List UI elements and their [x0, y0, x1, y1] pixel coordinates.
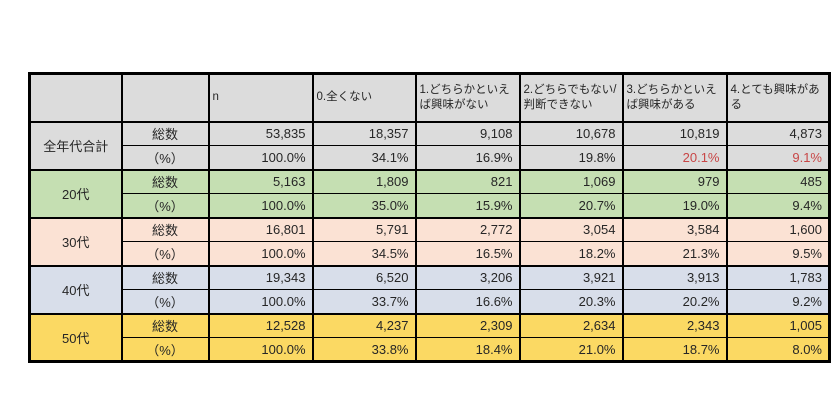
- data-cell[interactable]: 34.5%: [311, 241, 417, 267]
- data-cell[interactable]: 100.0%: [207, 193, 314, 219]
- data-cell[interactable]: 3,584: [621, 216, 728, 242]
- data-cell[interactable]: 21.3%: [621, 241, 728, 267]
- data-cell[interactable]: 15.9%: [414, 193, 521, 219]
- table-row: （%） 100.0% 33.7% 16.6% 20.3% 20.2% 9.2%: [30, 289, 831, 315]
- data-cell[interactable]: 18.2%: [518, 241, 624, 267]
- data-cell[interactable]: 18.7%: [621, 337, 728, 363]
- data-cell[interactable]: 4,873: [725, 120, 831, 146]
- data-cell[interactable]: 2,309: [414, 312, 521, 338]
- row-metric-label[interactable]: 総数: [120, 216, 210, 242]
- data-cell[interactable]: 20.1%: [621, 145, 728, 171]
- data-cell[interactable]: 1,005: [725, 312, 831, 338]
- data-cell[interactable]: 34.1%: [311, 145, 417, 171]
- data-cell[interactable]: 16.9%: [414, 145, 521, 171]
- data-cell[interactable]: 100.0%: [207, 241, 314, 267]
- data-cell[interactable]: 16.6%: [414, 289, 521, 315]
- data-cell[interactable]: 20.7%: [518, 193, 624, 219]
- row-metric-label[interactable]: （%）: [120, 145, 210, 171]
- data-cell[interactable]: 20.2%: [621, 289, 728, 315]
- row-metric-label[interactable]: （%）: [120, 289, 210, 315]
- table-row: （%） 100.0% 34.1% 16.9% 19.8% 20.1% 9.1%: [30, 145, 831, 171]
- data-cell[interactable]: 100.0%: [207, 337, 314, 363]
- data-cell[interactable]: 4,237: [311, 312, 417, 338]
- table-row: 全年代合計 総数 53,835 18,357 9,108 10,678 10,819 4,87…: [28, 120, 831, 170]
- table-row: （%） 100.0% 33.8% 18.4% 21.0% 18.7% 8.0%: [30, 337, 831, 363]
- data-cell[interactable]: 5,163: [207, 168, 314, 194]
- row-metric-label[interactable]: （%）: [120, 337, 210, 363]
- data-cell[interactable]: 3,054: [518, 216, 624, 242]
- data-cell[interactable]: 21.0%: [518, 337, 624, 363]
- table-header: n 0.全くない 1.どちらかといえば興味がない 2.どちらでもない/判断できな…: [28, 73, 831, 123]
- data-cell[interactable]: 35.0%: [311, 193, 417, 219]
- data-cell[interactable]: 1,069: [518, 168, 624, 194]
- data-cell[interactable]: 12,528: [207, 312, 314, 338]
- data-cell[interactable]: 5,791: [311, 216, 417, 242]
- survey-table-container: n 0.全くない 1.どちらかといえば興味がない 2.どちらでもない/判断できな…: [28, 72, 831, 363]
- header-option-3[interactable]: 3.どちらかといえば興味がある: [621, 73, 728, 123]
- header-blank-2[interactable]: [120, 73, 210, 123]
- header-option-4[interactable]: 4.とても興味がある: [725, 73, 831, 123]
- age-group-label[interactable]: 全年代合計: [28, 120, 123, 170]
- data-cell[interactable]: 3,921: [518, 264, 624, 290]
- header-option-0[interactable]: 0.全くない: [311, 73, 417, 123]
- data-cell[interactable]: 20.3%: [518, 289, 624, 315]
- table-body: 全年代合計 総数 53,835 18,357 9,108 10,678 10,819 4,87…: [28, 120, 831, 363]
- row-metric-label[interactable]: （%）: [120, 193, 210, 219]
- data-cell[interactable]: 53,835: [207, 120, 314, 146]
- row-metric-label[interactable]: 総数: [120, 168, 210, 194]
- header-option-1[interactable]: 1.どちらかといえば興味がない: [414, 73, 521, 123]
- data-cell[interactable]: 1,600: [725, 216, 831, 242]
- table-row: 40代 総数 19,343 6,520 3,206 3,921 3,913 1,783: [28, 264, 831, 314]
- data-cell[interactable]: 1,809: [311, 168, 417, 194]
- data-cell[interactable]: 485: [725, 168, 831, 194]
- data-cell[interactable]: 33.8%: [311, 337, 417, 363]
- data-cell[interactable]: 10,678: [518, 120, 624, 146]
- data-cell[interactable]: 18.4%: [414, 337, 521, 363]
- age-group-label[interactable]: 40代: [28, 264, 123, 314]
- data-cell[interactable]: 100.0%: [207, 145, 314, 171]
- data-cell[interactable]: 979: [621, 168, 728, 194]
- data-cell[interactable]: 9.4%: [725, 193, 831, 219]
- data-cell[interactable]: 9.2%: [725, 289, 831, 315]
- data-cell[interactable]: 2,343: [621, 312, 728, 338]
- data-cell[interactable]: 16.5%: [414, 241, 521, 267]
- age-group-label[interactable]: 20代: [28, 168, 123, 218]
- data-cell[interactable]: 18,357: [311, 120, 417, 146]
- data-cell[interactable]: 8.0%: [725, 337, 831, 363]
- data-cell[interactable]: 16,801: [207, 216, 314, 242]
- table-row: （%） 100.0% 35.0% 15.9% 20.7% 19.0% 9.4%: [30, 193, 831, 219]
- header-blank-1[interactable]: [28, 73, 123, 123]
- header-option-2[interactable]: 2.どちらでもない/判断できない: [518, 73, 624, 123]
- table-row: 30代 総数 16,801 5,791 2,772 3,054 3,584 1,600: [28, 216, 831, 266]
- age-group-label[interactable]: 30代: [28, 216, 123, 266]
- table-row: 20代 総数 5,163 1,809 821 1,069 979 485: [28, 168, 831, 218]
- data-cell[interactable]: 33.7%: [311, 289, 417, 315]
- row-metric-label[interactable]: （%）: [120, 241, 210, 267]
- data-cell[interactable]: 19.8%: [518, 145, 624, 171]
- data-cell[interactable]: 19,343: [207, 264, 314, 290]
- data-cell[interactable]: 6,520: [311, 264, 417, 290]
- data-cell[interactable]: 821: [414, 168, 521, 194]
- table-row: 50代 総数 12,528 4,237 2,309 2,634 2,343 1,005: [28, 312, 831, 362]
- data-cell[interactable]: 9.5%: [725, 241, 831, 267]
- row-metric-label[interactable]: 総数: [120, 120, 210, 146]
- row-metric-label[interactable]: 総数: [120, 264, 210, 290]
- data-cell[interactable]: 10,819: [621, 120, 728, 146]
- data-cell[interactable]: 2,634: [518, 312, 624, 338]
- data-cell[interactable]: 9,108: [414, 120, 521, 146]
- data-cell[interactable]: 2,772: [414, 216, 521, 242]
- header-row: n 0.全くない 1.どちらかといえば興味がない 2.どちらでもない/判断できな…: [28, 73, 831, 123]
- data-cell[interactable]: 100.0%: [207, 289, 314, 315]
- header-n[interactable]: n: [207, 73, 314, 123]
- data-cell[interactable]: 9.1%: [725, 145, 831, 171]
- data-cell[interactable]: 1,783: [725, 264, 831, 290]
- data-cell[interactable]: 19.0%: [621, 193, 728, 219]
- data-cell[interactable]: 3,913: [621, 264, 728, 290]
- data-cell[interactable]: 3,206: [414, 264, 521, 290]
- row-metric-label[interactable]: 総数: [120, 312, 210, 338]
- age-group-label[interactable]: 50代: [28, 312, 123, 362]
- survey-crosstab-table: n 0.全くない 1.どちらかといえば興味がない 2.どちらでもない/判断できな…: [28, 72, 831, 363]
- table-row: （%） 100.0% 34.5% 16.5% 18.2% 21.3% 9.5%: [30, 241, 831, 267]
